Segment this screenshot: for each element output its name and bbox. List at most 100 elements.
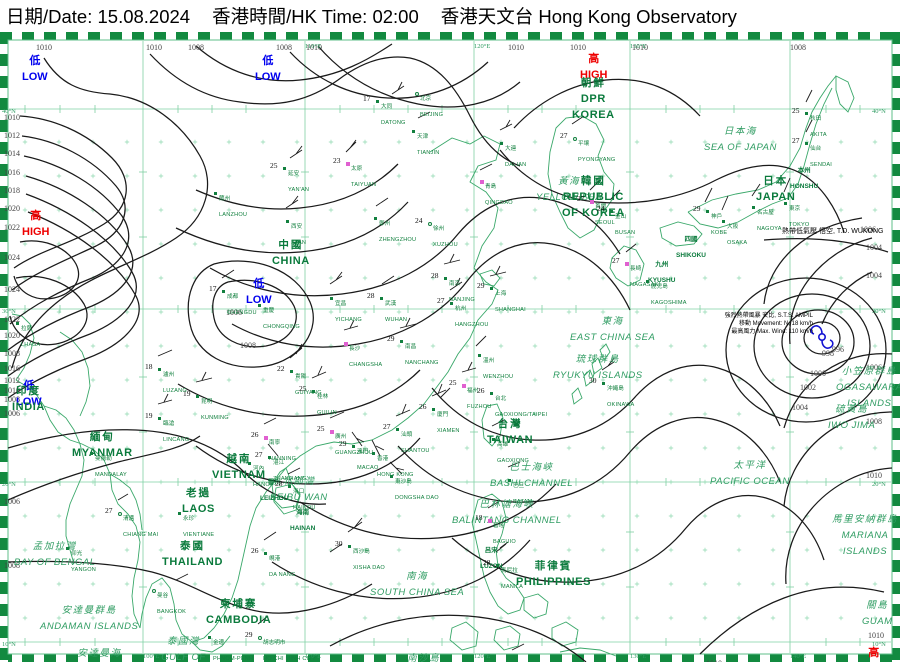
station-label[interactable]: 秋田 AKITA <box>810 108 827 140</box>
station-label[interactable]: 上海 SHANGHAI <box>495 283 526 315</box>
station-label[interactable]: 澳門 MACAO <box>357 441 379 473</box>
station-label[interactable]: 金邊 PHNOM-PENH <box>213 632 253 662</box>
station-label[interactable]: 曼谷 BANGKOK <box>157 585 186 617</box>
station-label[interactable]: 海口 HAIKOU <box>293 481 316 513</box>
station-label[interactable]: 西沙島 XISHA DAO <box>353 541 385 573</box>
country-label-cn: 泰國 <box>180 540 205 552</box>
station-label[interactable]: 河內 HANOI <box>253 458 272 490</box>
station-label-cn: 南寧 <box>269 440 281 446</box>
station-label[interactable]: 南京 NANJING <box>449 273 475 305</box>
station-label-en: NANNING <box>269 456 297 462</box>
station-label[interactable]: 廣州 GUANGZHOU <box>335 426 373 458</box>
station-label[interactable]: 汕頭 SHANTOU <box>401 424 430 456</box>
station-label[interactable]: 延安 YAN'AN <box>288 163 309 195</box>
station-label[interactable]: 大阪 OSAKA <box>727 216 747 248</box>
station-label[interactable]: 高雄 GAOXIONG <box>497 434 529 466</box>
wind-barbs <box>117 81 813 651</box>
station-label[interactable]: 馬尼拉 MANILA <box>501 560 523 592</box>
station-label[interactable]: 蘭州 LANZHOU <box>219 188 247 220</box>
station-label[interactable]: 台北 GAOXIONG/TAIPEI <box>495 388 547 420</box>
station-label[interactable]: 曼德勒 MANDALAY <box>95 448 127 480</box>
station-label[interactable]: 東沙島 DONGSHA DAO <box>395 471 439 503</box>
station-label[interactable]: 仙台 SENDAI <box>810 138 832 170</box>
station-label[interactable]: 香港 HONG KONG <box>377 448 414 480</box>
station-label-en: TOKYO <box>789 222 810 228</box>
station-label[interactable]: 平壤 PYONGYANG <box>578 133 615 165</box>
station-marker <box>722 220 725 223</box>
station-label[interactable]: 胡志明市 HO CHI MINH CITY <box>263 632 316 662</box>
station-label[interactable]: 瀘州 LUZANG <box>163 364 187 396</box>
station-label[interactable]: 重慶 CHONGQING <box>263 300 300 332</box>
pressure-centre-low[interactable]: 低 LOW <box>255 52 281 84</box>
station-label[interactable]: 南昌 NANCHANG <box>405 336 439 368</box>
sea-label-cn: 小笠原群島 <box>841 366 897 377</box>
station-label[interactable]: 西安 XI'AN <box>291 216 306 248</box>
station-label[interactable]: 徐州 XUZHOU <box>433 218 458 250</box>
station-marker <box>352 445 355 448</box>
station-label[interactable]: 峴港 DA NANG <box>269 548 296 580</box>
station-label[interactable]: 武漢 WUHAN <box>385 293 407 325</box>
station-label-cn: 貴陽 <box>295 374 307 380</box>
station-label[interactable]: 長沙 CHANGSHA <box>349 338 382 370</box>
station-label[interactable]: 昆明 KUNMING <box>201 391 229 423</box>
station-label[interactable]: 貴陽 GUIYANG <box>295 366 322 398</box>
station-label[interactable]: 北京 BEIJING <box>420 88 443 120</box>
station-label[interactable]: 湛江 ZHANJIANG <box>273 452 307 484</box>
station-label[interactable]: 神戶 KOBE <box>711 206 727 238</box>
station-label[interactable]: 長崎 NAGASAKI <box>630 258 660 290</box>
station-label-en: AKITA <box>810 132 827 138</box>
station-label[interactable]: 桂林 GUILIN <box>317 386 337 418</box>
station-label[interactable]: 鹿兒島 KAGOSHIMA <box>651 276 687 308</box>
station-label[interactable]: 福州 FUZHOU <box>467 380 492 412</box>
station-marker <box>428 222 432 226</box>
station-label[interactable]: 溫州 WENZHOU <box>483 350 513 382</box>
station-marker <box>396 428 399 431</box>
station-label[interactable]: 首爾 SEOUL <box>595 196 615 228</box>
station-temperature: 28 <box>483 558 491 567</box>
station-label[interactable]: 天津 TIANJIN <box>417 126 440 158</box>
station-marker <box>805 142 808 145</box>
station-temperature: 18 <box>475 513 483 522</box>
station-label[interactable]: 東京 TOKYO <box>789 198 809 230</box>
pressure-centre-low[interactable]: 低 LOW <box>22 52 48 84</box>
station-label[interactable]: 清邁 CHIANG MAI <box>123 508 158 540</box>
station-label[interactable]: 拉薩 LHASA <box>21 318 40 350</box>
surface-analysis-map[interactable]: 1010 1010 1008 1008 1010 1010 1010 1010 1008 1010… <box>0 32 900 662</box>
station-label[interactable]: 仰光 YANGON <box>71 543 96 575</box>
station-label[interactable]: 名古屋 NAGOYA <box>757 202 782 234</box>
station-marker <box>66 547 69 550</box>
station-label-cn: 溫州 <box>483 358 495 364</box>
station-label-cn: 碧瑤 <box>493 523 505 529</box>
station-label[interactable]: 杭州 HANGZHOU <box>455 298 489 330</box>
station-label[interactable]: 沖繩島 OKINAWA <box>607 378 634 410</box>
station-label[interactable]: 釜山 BUSAN <box>615 206 635 238</box>
station-label[interactable]: 鄭州 ZHENGZHOU <box>379 213 416 245</box>
station-marker <box>214 192 217 195</box>
station-label[interactable]: 宜昌 YICHANG <box>335 293 362 325</box>
station-label-en: CHONGQING <box>263 324 300 330</box>
header-time: 香港時間/HK Time: 02:00 <box>212 6 419 27</box>
station-label-en: SHANTOU <box>401 448 430 454</box>
station-label[interactable]: 大同 DATONG <box>381 96 406 128</box>
station-temperature: 24 <box>597 204 605 213</box>
station-label[interactable]: 廈門 XIAMEN <box>437 404 460 436</box>
station-label-en: BEIJING <box>420 112 444 118</box>
station-label[interactable]: 青島 QINGDAO <box>485 176 513 208</box>
station-label[interactable]: 成都 CHENGDU <box>227 286 257 318</box>
station-label[interactable]: 巴旦 BATAN <box>513 475 532 507</box>
pressure-centre-low[interactable]: 低 LOW <box>16 377 42 409</box>
station-label[interactable]: 大連 DALIAN <box>505 138 526 170</box>
sea-label-cn: 北部灣 <box>282 476 316 487</box>
station-label[interactable]: 南寧 NANNING <box>269 432 296 464</box>
pressure-centre-low[interactable]: 低 LOW <box>246 275 272 307</box>
isobar-label: 1010 <box>570 43 586 52</box>
station-marker <box>268 456 271 459</box>
station-label[interactable]: 碧瑤 BAGUIO <box>493 515 516 547</box>
station-label[interactable]: 臨滄 LINCANG <box>163 413 189 445</box>
station-label[interactable]: 永珍 VIENTIANE <box>183 508 214 540</box>
station-label[interactable]: 太原 TAIYUAN <box>351 158 376 190</box>
sea-label: 硫黃島 IWO JIMA <box>828 400 875 432</box>
